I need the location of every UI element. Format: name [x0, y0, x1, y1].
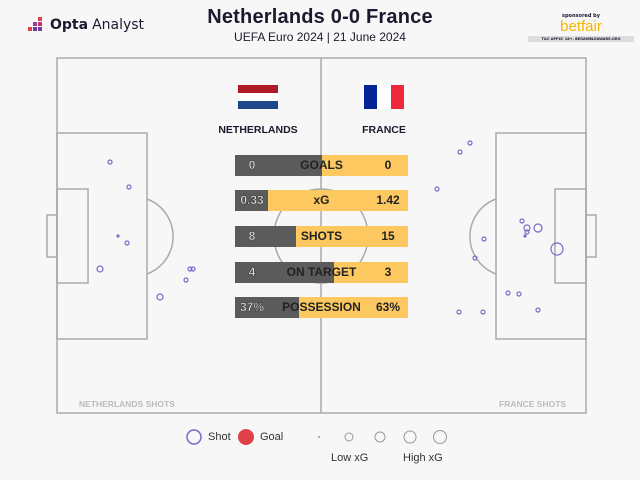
away-shot-marker [535, 307, 541, 313]
away-shot-marker [456, 309, 462, 315]
legend-xg-size-5 [433, 430, 447, 444]
away-shot-marker [480, 309, 486, 315]
brand-light: Analyst [92, 17, 145, 33]
home-shot-marker [126, 184, 132, 190]
away-value: 15 [381, 229, 395, 243]
sponsor-disclaimer: T&C APPLY. 18+. BEGAMBLEAWARE.ORG [528, 36, 634, 42]
stat-row-xg: xG 0.33 1.42 [235, 190, 408, 211]
away-shot-marker [481, 236, 487, 242]
home-value: 4 [248, 265, 256, 279]
away-shots-caption: FRANCE SHOTS [499, 399, 567, 409]
page-title: Netherlands 0-0 France [207, 6, 433, 28]
home-value: 0.33 [240, 193, 264, 207]
away-shot-marker [523, 234, 527, 238]
away-shot-marker [523, 224, 531, 232]
home-bar [235, 226, 296, 247]
home-shots-caption: NETHERLANDS SHOTS [79, 399, 175, 409]
stat-label: SHOTS [300, 229, 343, 243]
away-shot-marker [505, 290, 511, 296]
home-shot-marker [190, 266, 196, 272]
match-subtitle: UEFA Euro 2024 | 21 June 2024 [234, 30, 406, 44]
legend-xg-size-4 [403, 430, 417, 444]
stat-label: POSSESSION [282, 300, 361, 314]
away-value: 63% [375, 300, 401, 314]
home-team-name: NETHERLANDS [218, 124, 298, 136]
left-goal [46, 214, 58, 258]
home-shot-marker [107, 159, 113, 165]
away-shot-marker [472, 255, 478, 261]
legend-xg-size-3 [374, 431, 386, 443]
away-shot-marker [519, 218, 525, 224]
opta-analyst-logo: Opta Analyst [26, 17, 144, 33]
home-shot-marker [124, 240, 130, 246]
stat-row-shots: SHOTS 8 15 [235, 226, 408, 247]
home-shot-marker [156, 293, 164, 301]
home-shot-marker [187, 266, 193, 272]
away-shot-marker [550, 242, 564, 256]
legend-high-xg-label: High xG [403, 452, 443, 464]
stat-row-on-target: ON TARGET 4 3 [235, 262, 408, 283]
away-value: 1.42 [376, 193, 400, 207]
away-shot-marker [467, 140, 473, 146]
sponsor-name: betfair [560, 18, 602, 35]
stat-label: xG [313, 193, 330, 207]
right-goal [585, 214, 597, 258]
left-six-yard-box [56, 188, 89, 284]
brand-bold: Opta [50, 17, 89, 33]
sponsor-block: sponsored by betfair T&C APPLY. 18+. BEG… [528, 13, 634, 42]
stat-row-possession: POSSESSION 37% 63% [235, 297, 408, 318]
home-bar [235, 190, 268, 211]
legend-shot-label: Shot [208, 431, 231, 443]
netherlands-flag [238, 85, 278, 109]
home-bar [235, 155, 322, 176]
legend-xg-size-1 [318, 436, 320, 438]
stat-label: ON TARGET [286, 265, 357, 279]
away-shot-marker [457, 149, 463, 155]
legend-goal-icon [238, 429, 254, 445]
france-flag [364, 85, 404, 109]
home-bar [235, 262, 334, 283]
away-team-name: FRANCE [362, 124, 406, 136]
right-penalty-box [495, 132, 587, 340]
home-value: 37% [239, 300, 265, 314]
opta-logo-icon [28, 17, 42, 31]
away-shot-marker [434, 186, 440, 192]
legend [186, 429, 447, 445]
stat-label: GOALS [300, 158, 343, 172]
home-value: 0 [248, 158, 256, 172]
home-shot-marker [116, 234, 120, 238]
away-value: 3 [384, 265, 392, 279]
away-shot-marker [533, 223, 543, 233]
stat-row-goals: GOALS 0 0 [235, 155, 408, 176]
home-shot-marker [96, 265, 104, 273]
right-six-yard-box [554, 188, 587, 284]
home-value: 8 [248, 229, 256, 243]
legend-xg-size-2 [344, 432, 354, 442]
legend-goal-label: Goal [260, 431, 284, 443]
legend-shot-icon [186, 429, 202, 445]
away-shot-marker [516, 291, 522, 297]
home-shot-marker [183, 277, 189, 283]
left-penalty-arc [146, 198, 174, 275]
away-value: 0 [384, 158, 392, 172]
left-penalty-box [56, 132, 148, 340]
legend-low-xg-label: Low xG [331, 452, 369, 464]
right-penalty-arc [469, 198, 497, 275]
away-shot-marker [524, 229, 530, 235]
home-bar [235, 297, 299, 318]
sponsor-label: sponsored by [562, 13, 600, 19]
